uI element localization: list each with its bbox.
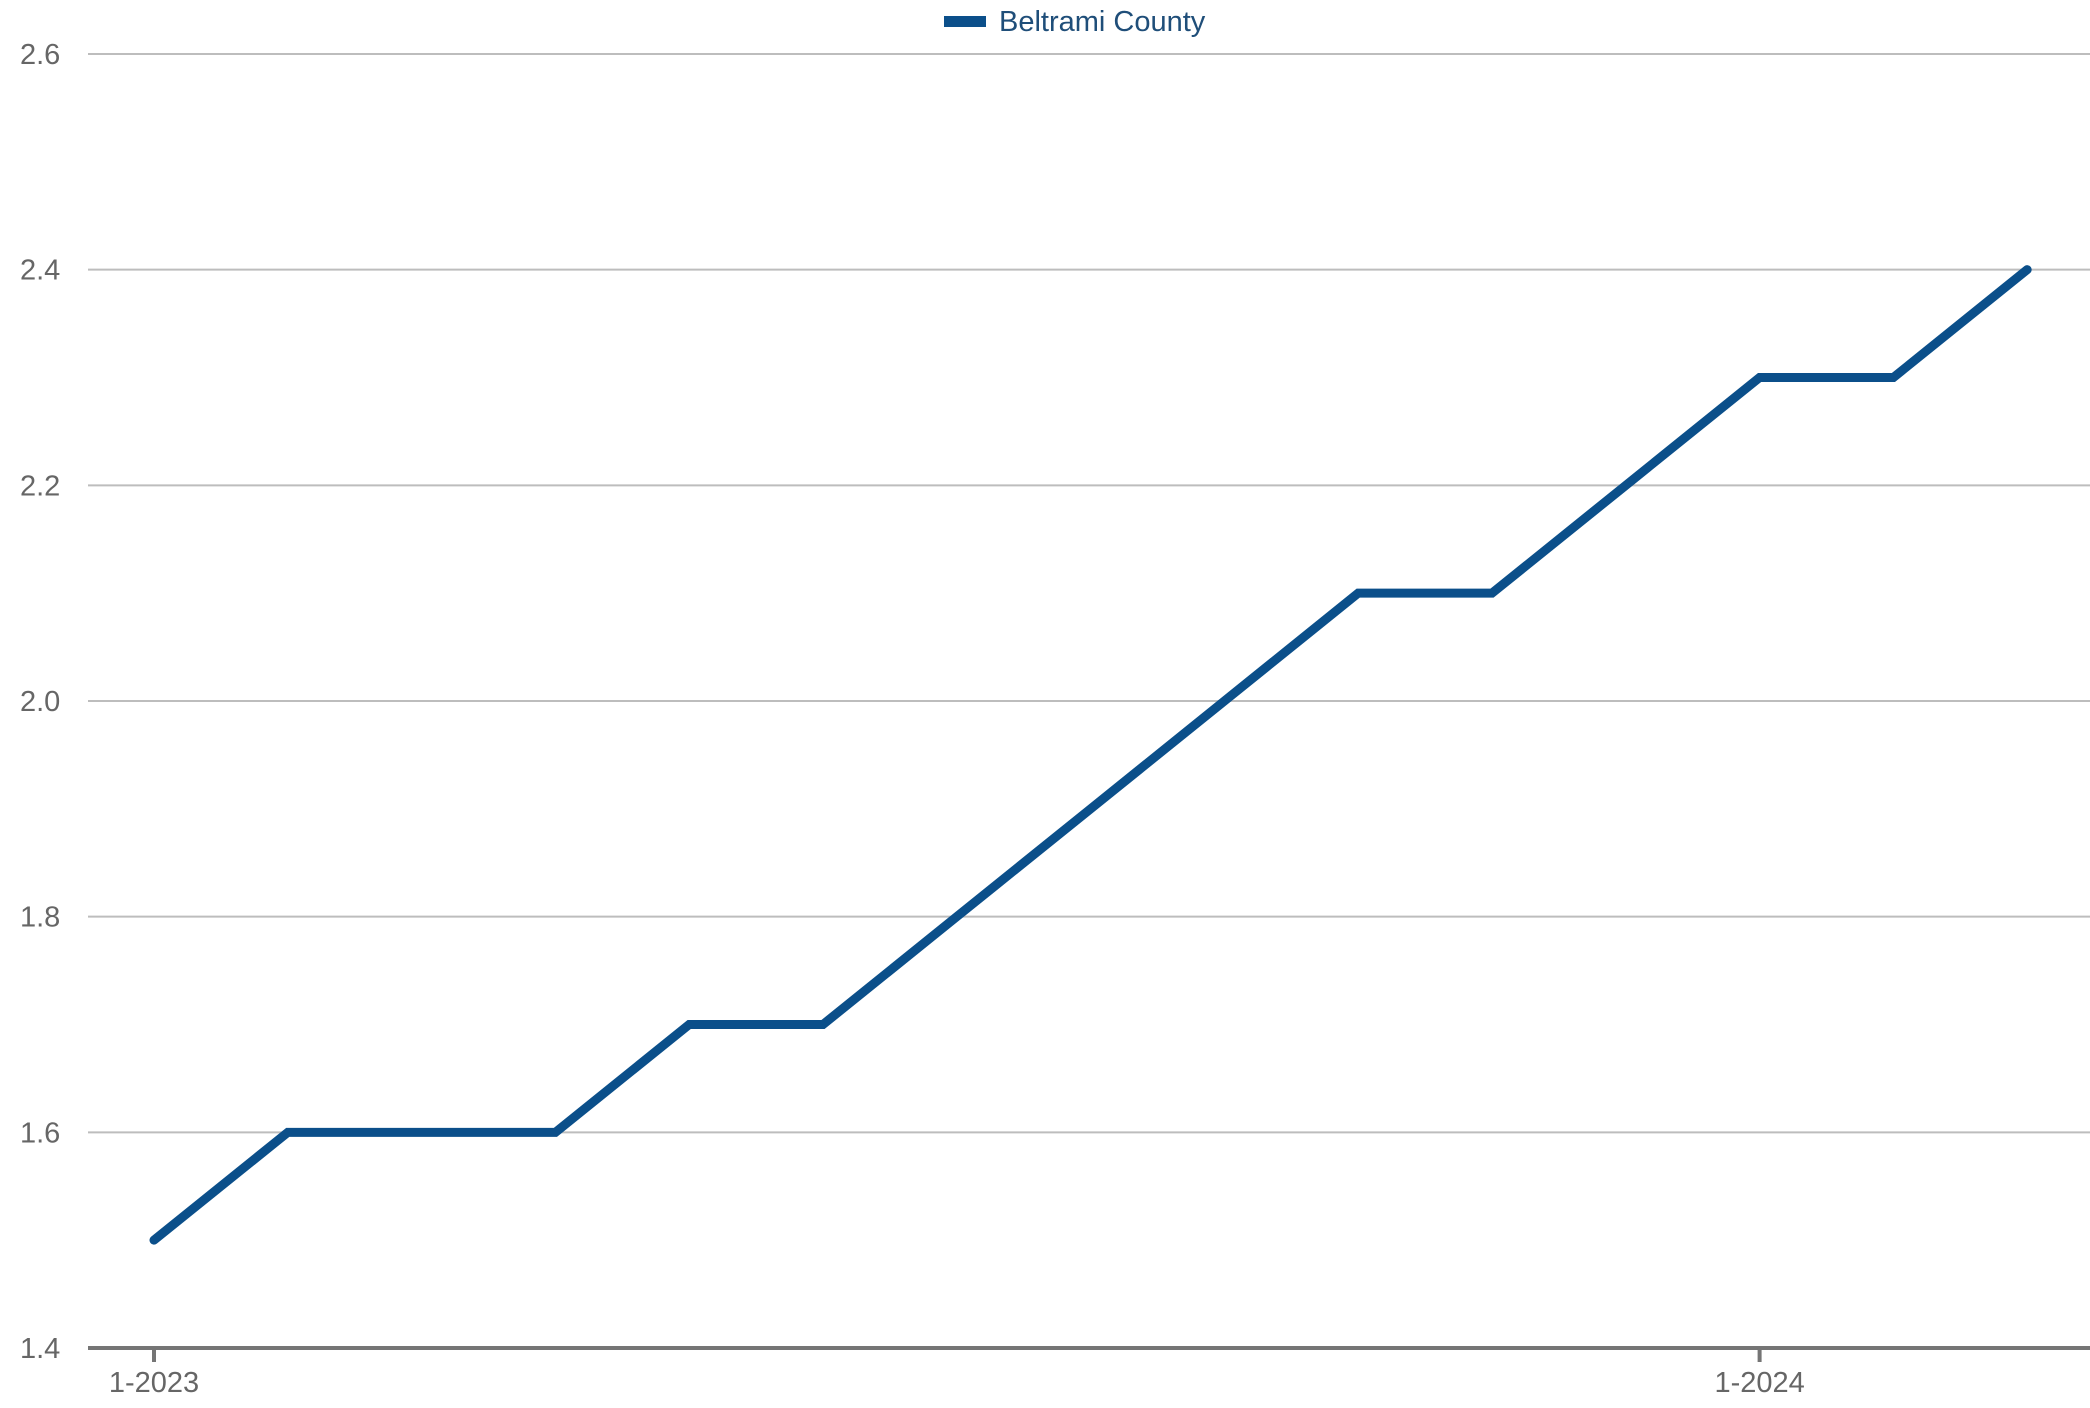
legend: Beltrami County <box>944 6 1206 38</box>
series-layer <box>149 265 2032 1245</box>
y-tick-label: 2.0 <box>20 686 60 718</box>
y-tick-label: 1.6 <box>20 1117 60 1149</box>
gridlines <box>88 53 2090 1134</box>
x-tick-label: 1-2023 <box>109 1367 199 1399</box>
series-line <box>149 265 2032 1245</box>
y-tick-label: 2.2 <box>20 470 60 502</box>
x-tick-label: 1-2024 <box>1714 1367 1804 1399</box>
y-tick-label: 2.6 <box>20 39 60 71</box>
legend-swatch <box>944 16 986 27</box>
y-tick-label: 1.8 <box>20 902 60 934</box>
legend-label: Beltrami County <box>999 6 1206 38</box>
y-tick-label: 1.4 <box>20 1333 60 1365</box>
y-tick-label: 2.4 <box>20 255 60 287</box>
x-axis: 1-2023 1-2024 <box>88 1346 2090 1399</box>
y-axis: 1.4 1.6 1.8 2.0 2.2 2.4 2.6 <box>20 39 60 1365</box>
